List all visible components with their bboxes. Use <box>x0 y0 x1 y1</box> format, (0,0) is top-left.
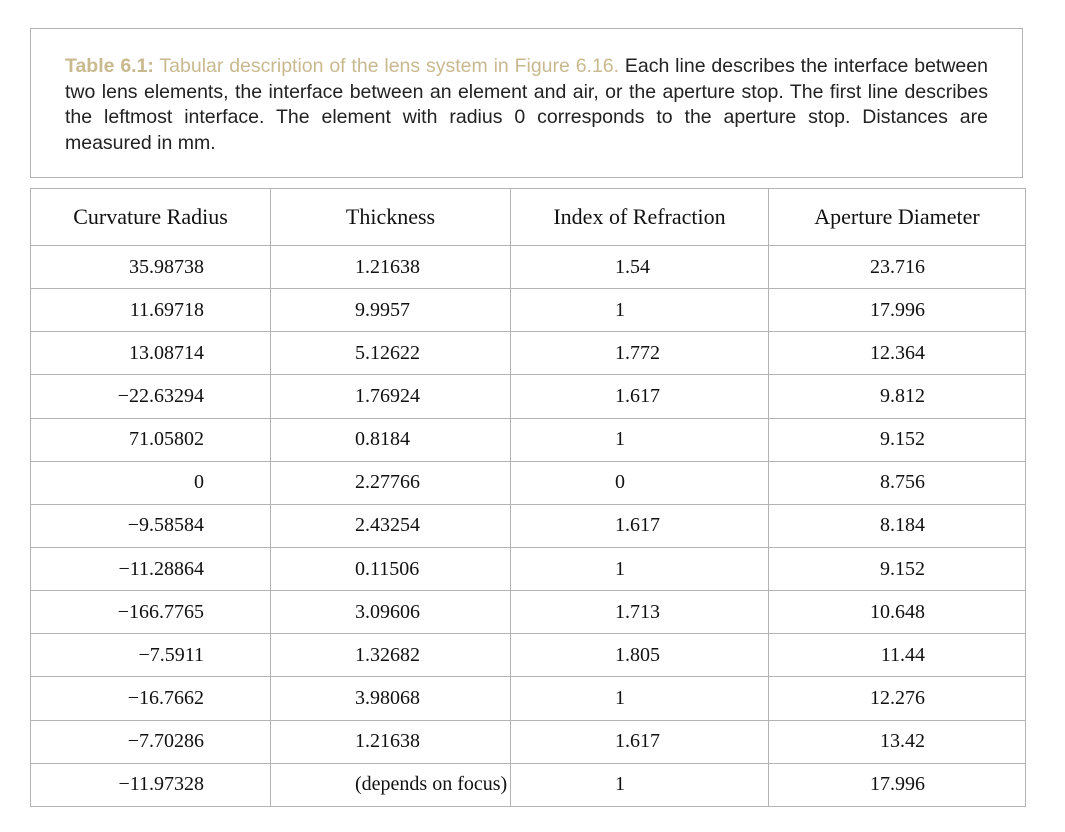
cell-thickness: 1.21638 <box>270 244 511 290</box>
cell-aperture-diameter: 8.756 <box>768 460 1026 505</box>
table-row: 11.69718 9.9957 1 17.996 <box>30 288 1026 333</box>
cell-index-of-refraction: 1 <box>510 546 769 592</box>
table-row: −9.58584 2.43254 1.617 8.184 <box>30 503 1026 548</box>
cell-thickness: 9.9957 <box>270 288 511 333</box>
cell-thickness: 3.09606 <box>270 590 511 635</box>
cell-index-of-refraction: 1.713 <box>510 590 769 635</box>
cell-aperture-diameter: 10.648 <box>768 590 1026 635</box>
table-row: 71.05802 0.8184 1 9.152 <box>30 417 1026 462</box>
cell-curvature-radius: −11.97328 <box>30 762 271 808</box>
cell-aperture-diameter: 8.184 <box>768 503 1026 548</box>
header-curvature-radius: Curvature Radius <box>30 188 271 246</box>
header-row: Curvature Radius Thickness Index of Refr… <box>30 188 1026 246</box>
cell-thickness: 3.98068 <box>270 676 511 721</box>
cell-curvature-radius: −166.7765 <box>30 590 271 635</box>
cell-thickness: 0.11506 <box>270 546 511 592</box>
caption-body: Each line describes the interface betwee… <box>65 55 988 154</box>
cell-thickness: 5.12622 <box>270 331 511 376</box>
cell-curvature-radius: −11.28864 <box>30 546 271 592</box>
cell-curvature-radius: −22.63294 <box>30 374 271 419</box>
header-aperture-diameter: Aperture Diameter <box>768 188 1026 246</box>
caption-title: Tabular description of the lens system i… <box>159 55 620 77</box>
cell-curvature-radius: 71.05802 <box>30 417 271 462</box>
cell-aperture-diameter: 17.996 <box>768 288 1026 333</box>
table-row: −7.70286 1.21638 1.617 13.42 <box>30 719 1026 764</box>
cell-index-of-refraction: 1.617 <box>510 503 769 548</box>
cell-thickness: 1.32682 <box>270 633 511 678</box>
cell-curvature-radius: −7.5911 <box>30 633 271 678</box>
table-row: −11.28864 0.11506 1 9.152 <box>30 546 1026 592</box>
cell-curvature-radius: 35.98738 <box>30 244 271 290</box>
cell-index-of-refraction: 1 <box>510 288 769 333</box>
cell-index-of-refraction: 1.772 <box>510 331 769 376</box>
table-row: −166.7765 3.09606 1.713 10.648 <box>30 590 1026 635</box>
cell-aperture-diameter: 9.812 <box>768 374 1026 419</box>
cell-index-of-refraction: 1.805 <box>510 633 769 678</box>
table-row: 13.08714 5.12622 1.772 12.364 <box>30 331 1026 376</box>
cell-aperture-diameter: 17.996 <box>768 762 1026 808</box>
cell-thickness: 0.8184 <box>270 417 511 462</box>
cell-aperture-diameter: 13.42 <box>768 719 1026 764</box>
cell-thickness: 2.27766 <box>270 460 511 505</box>
table-row: 35.98738 1.21638 1.54 23.716 <box>30 244 1026 290</box>
cell-index-of-refraction: 0 <box>510 460 769 505</box>
table-caption: Table 6.1: Tabular description of the le… <box>30 28 1023 178</box>
table-row: −7.5911 1.32682 1.805 11.44 <box>30 633 1026 678</box>
cell-aperture-diameter: 11.44 <box>768 633 1026 678</box>
cell-curvature-radius: −7.70286 <box>30 719 271 764</box>
cell-curvature-radius: 13.08714 <box>30 331 271 376</box>
cell-thickness: 1.21638 <box>270 719 511 764</box>
caption-label: Table 6.1: <box>65 55 154 77</box>
cell-aperture-diameter: 23.716 <box>768 244 1026 290</box>
cell-curvature-radius: 11.69718 <box>30 288 271 333</box>
header-index-of-refraction: Index of Refraction <box>510 188 769 246</box>
cell-aperture-diameter: 9.152 <box>768 546 1026 592</box>
cell-index-of-refraction: 1.617 <box>510 719 769 764</box>
cell-thickness: 2.43254 <box>270 503 511 548</box>
cell-index-of-refraction: 1 <box>510 762 769 808</box>
cell-curvature-radius: −9.58584 <box>30 503 271 548</box>
cell-curvature-radius: 0 <box>30 460 271 505</box>
table-row: −16.7662 3.98068 1 12.276 <box>30 676 1026 721</box>
cell-aperture-diameter: 12.276 <box>768 676 1026 721</box>
cell-index-of-refraction: 1 <box>510 417 769 462</box>
cell-thickness: 1.76924 <box>270 374 511 419</box>
caption-text: Table 6.1: Tabular description of the le… <box>65 54 988 156</box>
cell-aperture-diameter: 9.152 <box>768 417 1026 462</box>
cell-thickness: (depends on focus) <box>270 762 511 808</box>
lens-system-table: Curvature Radius Thickness Index of Refr… <box>30 188 1026 808</box>
cell-index-of-refraction: 1.54 <box>510 244 769 290</box>
cell-index-of-refraction: 1.617 <box>510 374 769 419</box>
table-row: −11.97328 (depends on focus) 1 17.996 <box>30 762 1026 808</box>
cell-index-of-refraction: 1 <box>510 676 769 721</box>
cell-curvature-radius: −16.7662 <box>30 676 271 721</box>
table-row: −22.63294 1.76924 1.617 9.812 <box>30 374 1026 419</box>
cell-aperture-diameter: 12.364 <box>768 331 1026 376</box>
header-thickness: Thickness <box>270 188 511 246</box>
table-row: 0 2.27766 0 8.756 <box>30 460 1026 505</box>
